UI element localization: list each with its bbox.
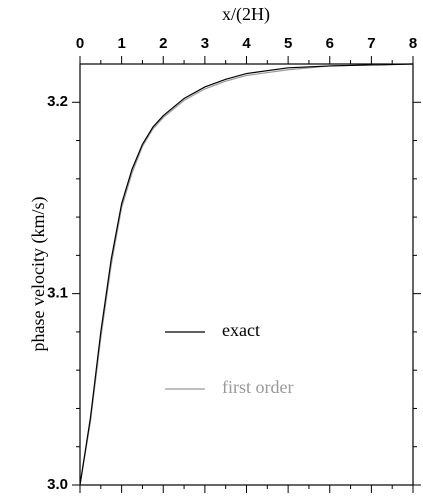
y-tick-label: 3.0 [47,476,68,493]
x-tick-label: 3 [201,35,209,52]
y-tick-label: 3.2 [47,93,68,110]
line [79,63,414,486]
y-tick-label: 3.1 [47,285,68,302]
y-axis-label: phase velocity (km/s) [28,197,49,352]
x-tick-label: 6 [326,35,334,52]
x-tick-label: 5 [284,35,292,52]
x-axis-label: x/(2H) [222,4,270,25]
x-tick-label: 7 [367,35,375,52]
x-tick-label: 0 [76,35,84,52]
plot-frame [79,63,414,486]
x-tick-label: 2 [159,35,167,52]
legend-label: exact [222,320,260,340]
line [79,63,414,486]
x-tick-label: 4 [242,35,251,52]
legend-label: first order [222,377,293,397]
x-tick-label: 1 [117,35,125,52]
x-tick-label: 8 [409,35,417,52]
